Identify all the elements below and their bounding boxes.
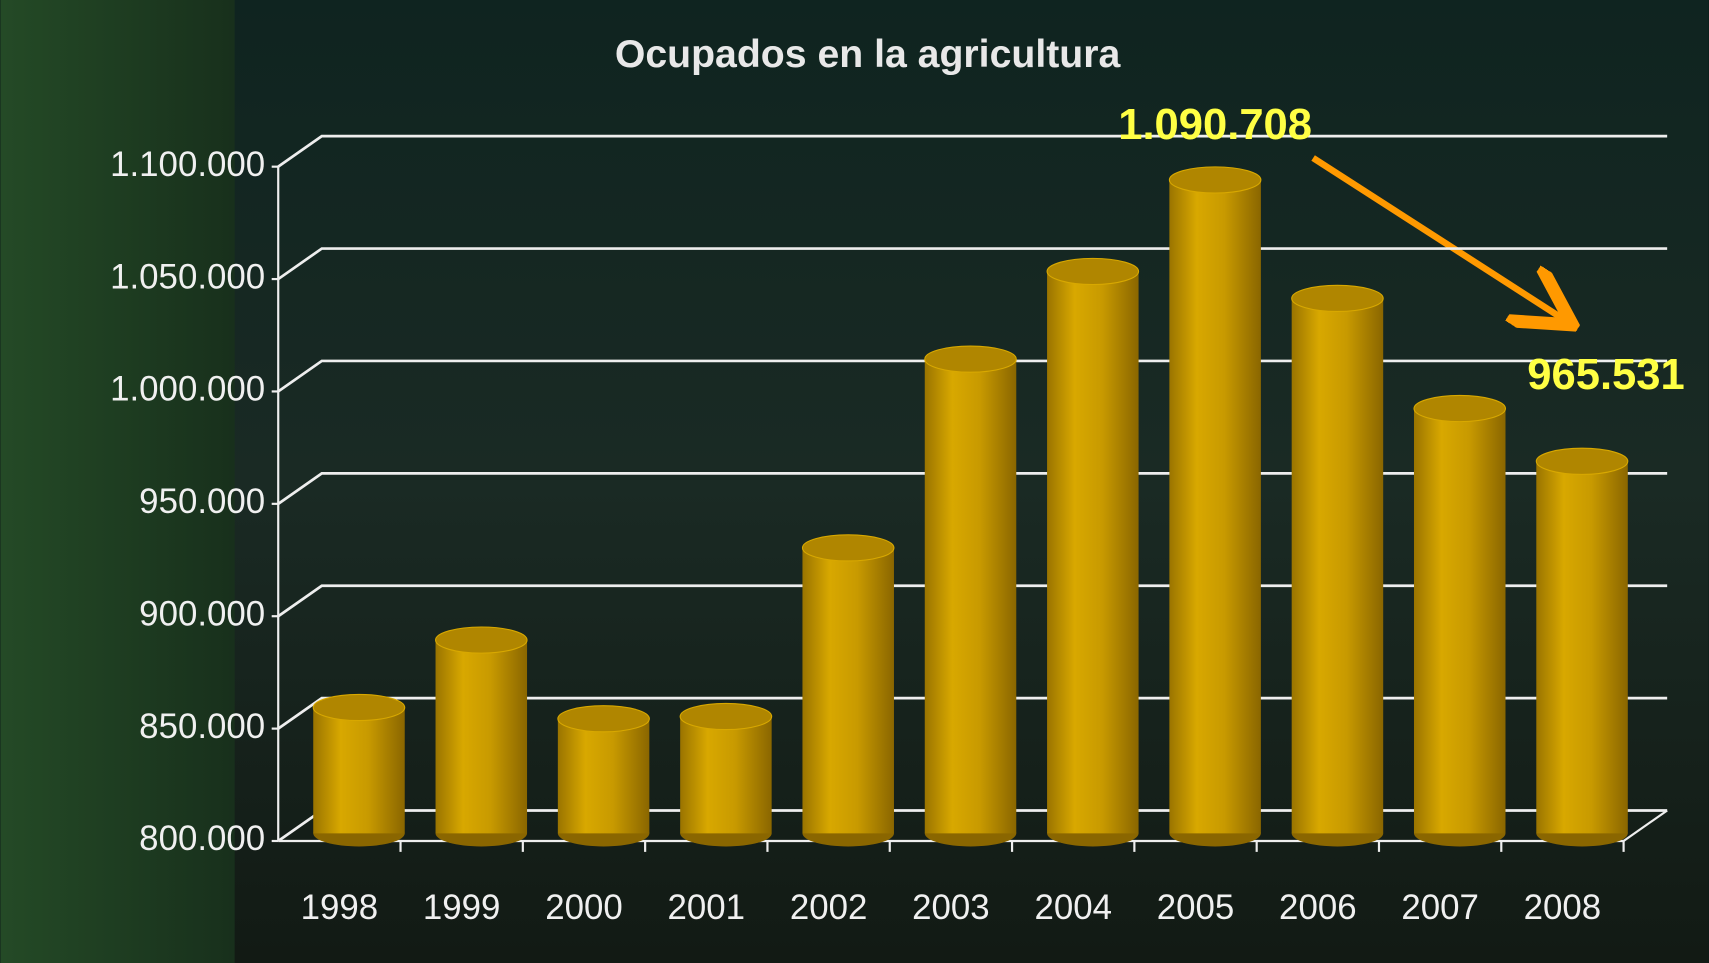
bar: [802, 548, 894, 833]
bar: [1169, 180, 1261, 833]
y-tick-label: 1.050.000: [110, 257, 265, 296]
x-tick-label: 2005: [1157, 888, 1235, 927]
bar: [558, 719, 650, 834]
bar: [1536, 461, 1628, 833]
bar: [1414, 409, 1506, 834]
bar: [313, 707, 405, 833]
bar: [925, 359, 1017, 833]
bar-top: [680, 703, 772, 729]
x-tick-label: 2008: [1524, 888, 1602, 927]
y-tick-label: 950.000: [139, 482, 265, 521]
data-label: 1.090.708: [1118, 101, 1312, 149]
x-tick-label: 2000: [545, 888, 623, 927]
y-tick-label: 900.000: [139, 594, 265, 633]
x-tick-label: 1999: [423, 888, 501, 927]
bar-top: [436, 627, 528, 653]
bar-top: [1414, 395, 1506, 421]
bar-top: [558, 706, 650, 732]
bar-top: [925, 346, 1017, 372]
data-label: 965.531: [1527, 351, 1684, 399]
bar: [1047, 271, 1139, 833]
bar-top: [802, 535, 894, 561]
bar: [436, 640, 528, 833]
x-tick-label: 2003: [912, 888, 990, 927]
y-tick-label: 800.000: [139, 819, 265, 858]
bar-top: [1169, 167, 1261, 193]
y-tick-label: 850.000: [139, 707, 265, 746]
bar: [1292, 298, 1384, 833]
chart-title: Ocupados en la agricultura: [615, 33, 1122, 76]
bar-top: [313, 694, 405, 720]
bar-top: [1292, 285, 1384, 311]
y-tick-label: 1.000.000: [110, 370, 265, 409]
x-tick-label: 2007: [1401, 888, 1479, 927]
x-tick-label: 1998: [301, 888, 379, 927]
bar-top: [1536, 448, 1628, 474]
x-tick-label: 2001: [668, 888, 746, 927]
y-tick-label: 1.100.000: [110, 145, 265, 184]
bar-top: [1047, 258, 1139, 284]
x-tick-label: 2006: [1279, 888, 1357, 927]
chart: Ocupados en la agricultura 800.000 850.00…: [0, 0, 1709, 963]
x-tick-label: 2002: [790, 888, 868, 927]
x-tick-label: 2004: [1034, 888, 1112, 927]
bar: [680, 716, 772, 833]
